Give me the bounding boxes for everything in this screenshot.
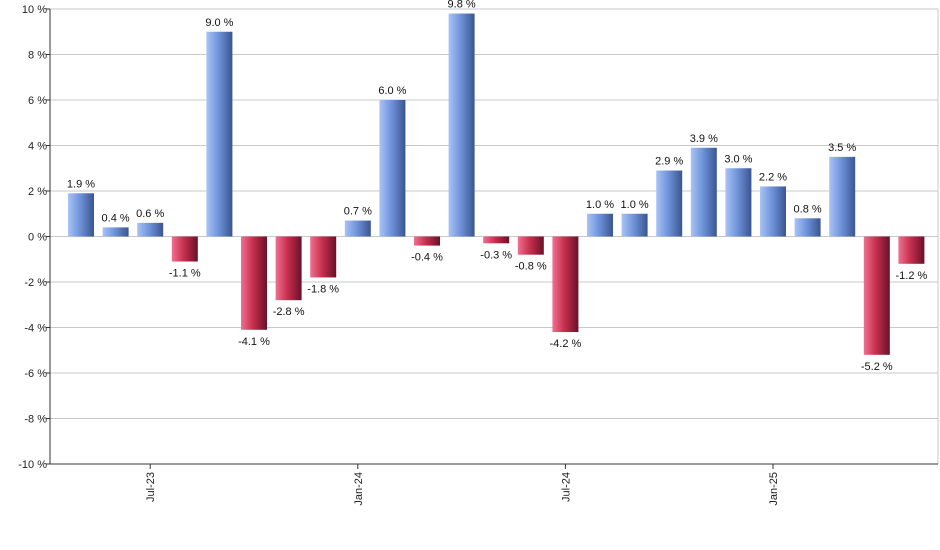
bar-value-label: -5.2 % [861, 361, 893, 373]
bar [552, 236, 579, 333]
bar-value-label: -0.8 % [515, 261, 547, 273]
bar [414, 236, 440, 246]
bar [656, 170, 683, 237]
y-tick-label: -6 % [24, 368, 47, 380]
bar-value-label: -0.3 % [480, 249, 512, 261]
bar [587, 213, 613, 237]
bar-value-label: -4.1 % [238, 336, 270, 348]
bar-value-label: 1.9 % [67, 178, 95, 190]
bar-value-label: -1.2 % [896, 270, 928, 282]
x-axis-ticks: Jul-23 Jan-24 Jul-24 Jan-25 [145, 464, 780, 506]
bar [137, 222, 164, 237]
bar [379, 100, 406, 237]
bar-value-label: 0.8 % [794, 203, 822, 215]
bar-value-label: 3.0 % [724, 153, 752, 165]
bar-value-label: 1.0 % [586, 199, 614, 211]
bar-value-label: 0.4 % [102, 212, 130, 224]
y-tick-label: -10 % [18, 459, 47, 471]
x-tick-label: Jul-24 [560, 472, 572, 502]
x-tick-label: Jul-23 [145, 472, 157, 502]
bar [68, 193, 94, 237]
bar-value-label: -1.8 % [307, 283, 339, 295]
bar [102, 227, 129, 237]
bar-value-label: 3.9 % [690, 133, 718, 145]
bar [448, 13, 475, 237]
bar [206, 31, 233, 237]
bar-value-label: 9.0 % [205, 17, 233, 29]
y-tick-label: -8 % [24, 414, 47, 426]
y-tick-label: 8 % [28, 50, 47, 62]
y-tick-label: -4 % [24, 323, 47, 335]
data-labels: 1.9 %0.4 % 0.6 %-1.1 %9.0 %-4.1 %-2.8 %-1… [67, 0, 928, 373]
bar [275, 236, 302, 301]
y-tick-label: 0 % [28, 232, 47, 244]
bar [344, 220, 371, 237]
bar [517, 236, 544, 255]
x-tick-label: Jan-24 [353, 472, 365, 506]
bar [483, 236, 510, 244]
y-tick-label: 2 % [28, 186, 47, 198]
bar-value-label: -2.8 % [273, 306, 305, 318]
bar-value-label: 2.2 % [759, 171, 787, 183]
bar-value-label: -4.2 % [550, 338, 582, 350]
bar [241, 236, 267, 330]
bar-value-label: 0.6 % [136, 208, 164, 220]
y-axis-ticks: 10 % 8 % 6 % 4 % 2 % 0 % -2 % -4 % -6 % -8 % -10 % [18, 4, 50, 471]
bar [829, 156, 856, 237]
bar-value-label: 0.7 % [344, 206, 372, 218]
bar [794, 218, 821, 237]
bar [621, 213, 648, 237]
x-tick-label: Jan-25 [768, 472, 780, 506]
bar [690, 147, 717, 237]
bar [310, 236, 337, 278]
bar-value-label: 6.0 % [378, 85, 406, 97]
y-tick-label: 6 % [28, 95, 47, 107]
bar-value-label: 9.8 % [448, 0, 476, 11]
bar [725, 168, 752, 237]
bar-value-label: -0.4 % [411, 252, 443, 264]
bar-value-label: 2.9 % [655, 156, 683, 168]
bars [68, 13, 925, 355]
y-tick-label: 10 % [22, 4, 47, 16]
y-tick-label: -2 % [24, 277, 47, 289]
bar-value-label: -1.1 % [169, 268, 201, 280]
bar [760, 186, 786, 237]
bar [898, 236, 925, 264]
axes [49, 9, 938, 465]
bar-value-label: 3.5 % [828, 142, 856, 154]
bar [863, 236, 890, 355]
bar-value-label: 1.0 % [621, 199, 649, 211]
bar [171, 236, 198, 262]
y-tick-label: 4 % [28, 141, 47, 153]
